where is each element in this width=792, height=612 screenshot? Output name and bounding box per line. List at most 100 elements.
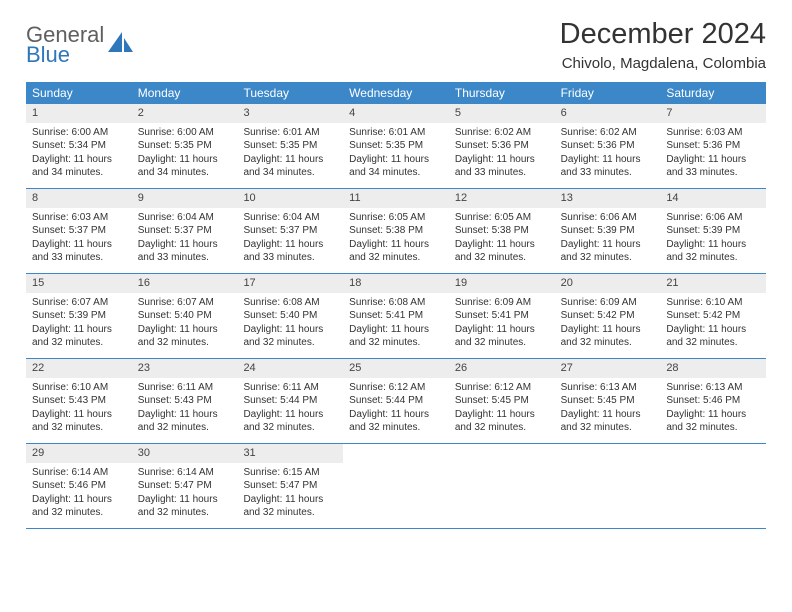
day-number: 5	[449, 104, 555, 123]
sunrise-text: Sunrise: 6:00 AM	[138, 126, 232, 140]
sunrise-text: Sunrise: 6:02 AM	[455, 126, 549, 140]
day-body: Sunrise: 6:06 AMSunset: 5:39 PMDaylight:…	[660, 208, 766, 269]
day-number: 3	[237, 104, 343, 123]
calendar: SundayMondayTuesdayWednesdayThursdayFrid…	[26, 82, 766, 529]
sunrise-text: Sunrise: 6:04 AM	[138, 211, 232, 225]
sunrise-text: Sunrise: 6:07 AM	[32, 296, 126, 310]
day-number: 15	[26, 274, 132, 293]
sunrise-text: Sunrise: 6:08 AM	[349, 296, 443, 310]
daylight-text: Daylight: 11 hours and 32 minutes.	[243, 323, 337, 350]
sunrise-text: Sunrise: 6:05 AM	[349, 211, 443, 225]
sunrise-text: Sunrise: 6:03 AM	[32, 211, 126, 225]
title-block: December 2024 Chivolo, Magdalena, Colomb…	[560, 18, 766, 72]
sunset-text: Sunset: 5:36 PM	[561, 139, 655, 153]
sunrise-text: Sunrise: 6:12 AM	[349, 381, 443, 395]
day-cell: 17Sunrise: 6:08 AMSunset: 5:40 PMDayligh…	[237, 274, 343, 358]
sunset-text: Sunset: 5:41 PM	[455, 309, 549, 323]
brand-text: General Blue	[26, 24, 104, 66]
page-title: December 2024	[560, 18, 766, 51]
day-body: Sunrise: 6:07 AMSunset: 5:39 PMDaylight:…	[26, 293, 132, 354]
day-body: Sunrise: 6:13 AMSunset: 5:46 PMDaylight:…	[660, 378, 766, 439]
day-cell: 29Sunrise: 6:14 AMSunset: 5:46 PMDayligh…	[26, 444, 132, 528]
weekday-header: Tuesday	[237, 82, 343, 104]
week-row: 8Sunrise: 6:03 AMSunset: 5:37 PMDaylight…	[26, 189, 766, 274]
location-text: Chivolo, Magdalena, Colombia	[560, 55, 766, 72]
daylight-text: Daylight: 11 hours and 32 minutes.	[138, 323, 232, 350]
day-cell: 3Sunrise: 6:01 AMSunset: 5:35 PMDaylight…	[237, 104, 343, 188]
daylight-text: Daylight: 11 hours and 32 minutes.	[349, 408, 443, 435]
weekday-header: Saturday	[660, 82, 766, 104]
day-number: 31	[237, 444, 343, 463]
day-cell	[343, 444, 449, 528]
day-body: Sunrise: 6:00 AMSunset: 5:34 PMDaylight:…	[26, 123, 132, 184]
day-number: 29	[26, 444, 132, 463]
day-body: Sunrise: 6:07 AMSunset: 5:40 PMDaylight:…	[132, 293, 238, 354]
day-cell: 20Sunrise: 6:09 AMSunset: 5:42 PMDayligh…	[555, 274, 661, 358]
day-cell: 23Sunrise: 6:11 AMSunset: 5:43 PMDayligh…	[132, 359, 238, 443]
day-cell: 30Sunrise: 6:14 AMSunset: 5:47 PMDayligh…	[132, 444, 238, 528]
day-number: 14	[660, 189, 766, 208]
day-body: Sunrise: 6:04 AMSunset: 5:37 PMDaylight:…	[237, 208, 343, 269]
day-number: 23	[132, 359, 238, 378]
sunrise-text: Sunrise: 6:08 AM	[243, 296, 337, 310]
day-cell	[555, 444, 661, 528]
sunset-text: Sunset: 5:34 PM	[32, 139, 126, 153]
day-cell: 28Sunrise: 6:13 AMSunset: 5:46 PMDayligh…	[660, 359, 766, 443]
daylight-text: Daylight: 11 hours and 33 minutes.	[455, 153, 549, 180]
sunset-text: Sunset: 5:37 PM	[32, 224, 126, 238]
day-number: 20	[555, 274, 661, 293]
weekday-header: Thursday	[449, 82, 555, 104]
sunrise-text: Sunrise: 6:12 AM	[455, 381, 549, 395]
daylight-text: Daylight: 11 hours and 34 minutes.	[349, 153, 443, 180]
sunrise-text: Sunrise: 6:14 AM	[138, 466, 232, 480]
day-number: 2	[132, 104, 238, 123]
brand-logo: General Blue	[26, 18, 134, 66]
week-row: 29Sunrise: 6:14 AMSunset: 5:46 PMDayligh…	[26, 444, 766, 529]
daylight-text: Daylight: 11 hours and 32 minutes.	[561, 408, 655, 435]
sunset-text: Sunset: 5:46 PM	[32, 479, 126, 493]
day-body: Sunrise: 6:06 AMSunset: 5:39 PMDaylight:…	[555, 208, 661, 269]
day-body: Sunrise: 6:09 AMSunset: 5:42 PMDaylight:…	[555, 293, 661, 354]
sunset-text: Sunset: 5:35 PM	[243, 139, 337, 153]
sunrise-text: Sunrise: 6:07 AM	[138, 296, 232, 310]
day-cell: 22Sunrise: 6:10 AMSunset: 5:43 PMDayligh…	[26, 359, 132, 443]
day-body: Sunrise: 6:05 AMSunset: 5:38 PMDaylight:…	[449, 208, 555, 269]
sunset-text: Sunset: 5:39 PM	[561, 224, 655, 238]
sail-icon	[108, 32, 134, 61]
day-number: 22	[26, 359, 132, 378]
daylight-text: Daylight: 11 hours and 32 minutes.	[349, 323, 443, 350]
sunrise-text: Sunrise: 6:10 AM	[32, 381, 126, 395]
sunrise-text: Sunrise: 6:06 AM	[666, 211, 760, 225]
day-cell: 31Sunrise: 6:15 AMSunset: 5:47 PMDayligh…	[237, 444, 343, 528]
day-number: 18	[343, 274, 449, 293]
day-number: 19	[449, 274, 555, 293]
day-body: Sunrise: 6:10 AMSunset: 5:43 PMDaylight:…	[26, 378, 132, 439]
day-cell: 8Sunrise: 6:03 AMSunset: 5:37 PMDaylight…	[26, 189, 132, 273]
sunrise-text: Sunrise: 6:02 AM	[561, 126, 655, 140]
sunset-text: Sunset: 5:35 PM	[349, 139, 443, 153]
daylight-text: Daylight: 11 hours and 32 minutes.	[561, 238, 655, 265]
day-body: Sunrise: 6:10 AMSunset: 5:42 PMDaylight:…	[660, 293, 766, 354]
day-number: 4	[343, 104, 449, 123]
sunset-text: Sunset: 5:47 PM	[138, 479, 232, 493]
day-number: 17	[237, 274, 343, 293]
day-cell: 5Sunrise: 6:02 AMSunset: 5:36 PMDaylight…	[449, 104, 555, 188]
day-number: 12	[449, 189, 555, 208]
daylight-text: Daylight: 11 hours and 34 minutes.	[138, 153, 232, 180]
day-cell: 19Sunrise: 6:09 AMSunset: 5:41 PMDayligh…	[449, 274, 555, 358]
daylight-text: Daylight: 11 hours and 32 minutes.	[455, 408, 549, 435]
sunrise-text: Sunrise: 6:11 AM	[138, 381, 232, 395]
day-cell	[449, 444, 555, 528]
sunset-text: Sunset: 5:35 PM	[138, 139, 232, 153]
header: General Blue December 2024 Chivolo, Magd…	[26, 18, 766, 72]
day-body: Sunrise: 6:05 AMSunset: 5:38 PMDaylight:…	[343, 208, 449, 269]
sunrise-text: Sunrise: 6:14 AM	[32, 466, 126, 480]
sunrise-text: Sunrise: 6:04 AM	[243, 211, 337, 225]
day-number: 30	[132, 444, 238, 463]
sunset-text: Sunset: 5:42 PM	[561, 309, 655, 323]
sunrise-text: Sunrise: 6:09 AM	[455, 296, 549, 310]
day-number: 11	[343, 189, 449, 208]
daylight-text: Daylight: 11 hours and 32 minutes.	[666, 408, 760, 435]
weekday-header: Friday	[555, 82, 661, 104]
weekday-header: Monday	[132, 82, 238, 104]
